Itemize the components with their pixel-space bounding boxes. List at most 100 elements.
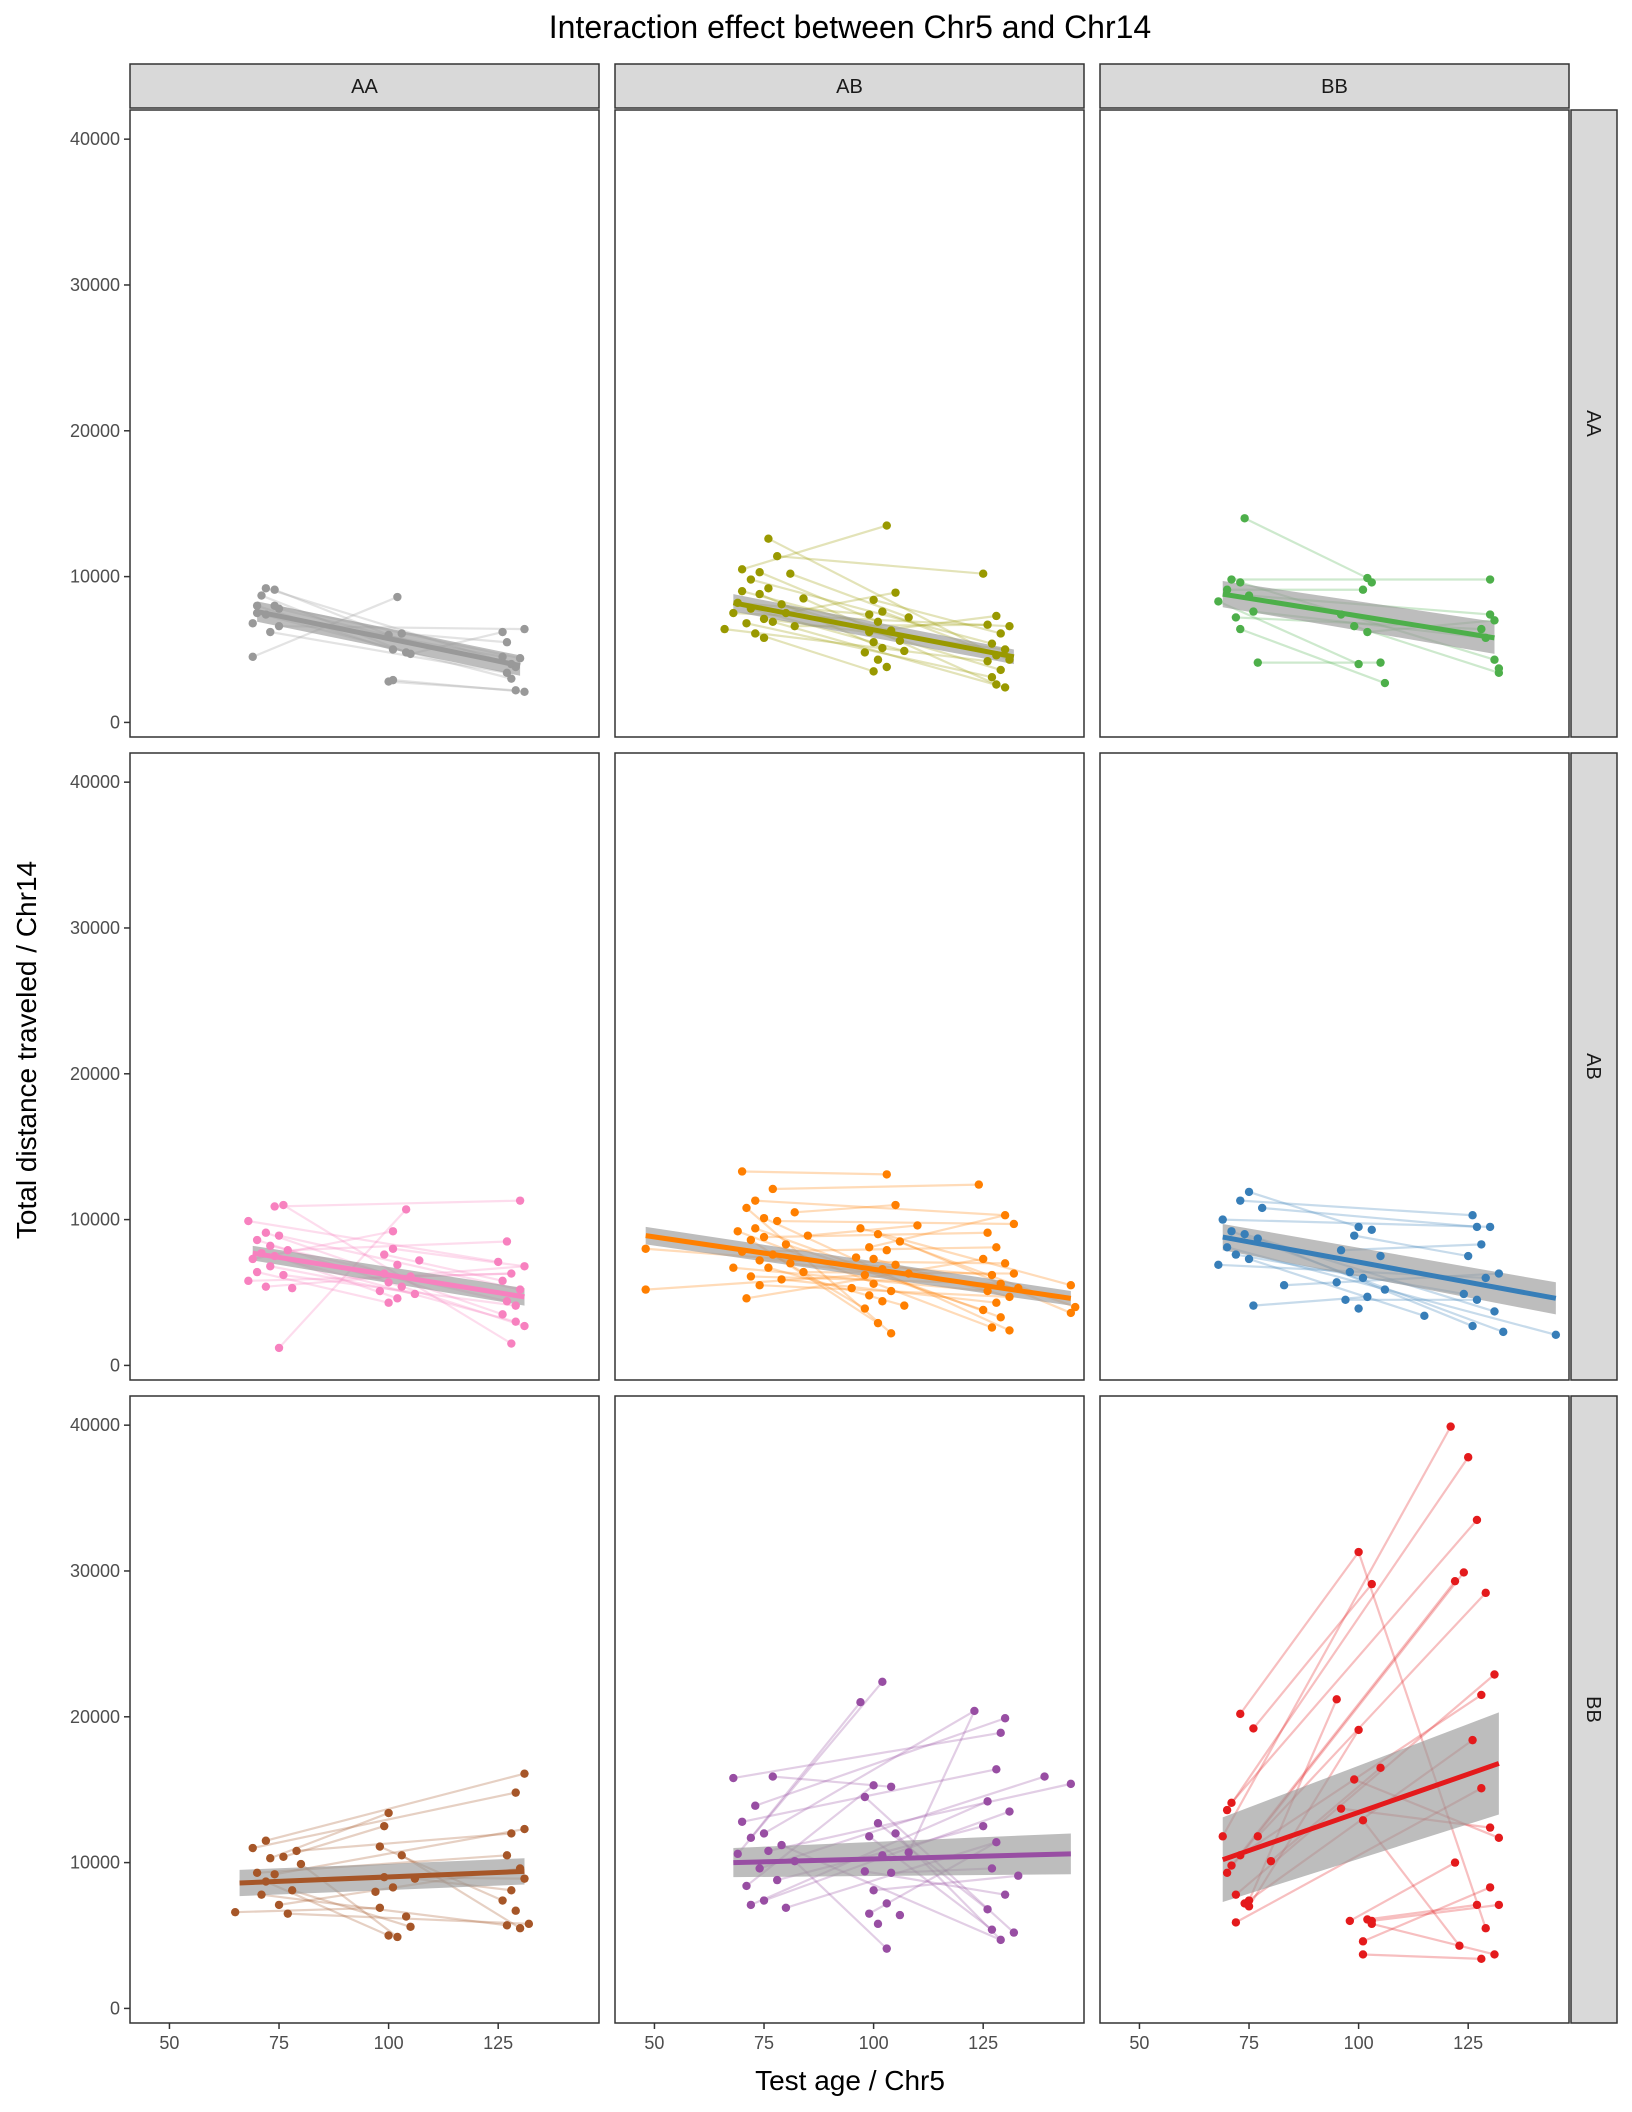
data-point <box>996 1313 1005 1322</box>
data-point <box>987 1925 997 1934</box>
data-point <box>1005 1326 1014 1335</box>
data-point <box>1450 1858 1460 1867</box>
data-points <box>729 1677 1076 1953</box>
data-point <box>987 639 997 648</box>
data-point <box>882 1899 891 1908</box>
data-point <box>873 1919 883 1929</box>
data-point <box>978 569 988 578</box>
data-point <box>1253 658 1262 667</box>
data-point <box>1240 1229 1249 1239</box>
data-point <box>1354 1222 1363 1232</box>
data-point <box>1354 1547 1363 1557</box>
trajectory-line <box>741 524 888 571</box>
data-point <box>746 1833 756 1843</box>
data-point <box>261 1836 271 1845</box>
row-strip-bg <box>1570 109 1618 738</box>
trajectory-line <box>1357 1551 1487 1929</box>
data-point <box>983 620 992 629</box>
data-point <box>515 1924 525 1933</box>
data-point <box>1358 1273 1368 1283</box>
data-point <box>1222 1805 1232 1815</box>
data-point <box>1066 1308 1076 1318</box>
data-point <box>1227 1798 1236 1808</box>
data-point <box>1244 1896 1254 1905</box>
panel-background <box>615 1396 1084 2023</box>
data-point <box>1481 1924 1490 1933</box>
trajectory-line <box>1221 1426 1452 1837</box>
data-point <box>1494 1900 1504 1910</box>
trajectory-line <box>1230 1519 1478 1804</box>
data-point <box>498 1276 507 1286</box>
data-point <box>375 1842 385 1851</box>
data-point <box>279 1200 288 1210</box>
data-point <box>860 1270 870 1280</box>
data-point <box>1005 1292 1014 1302</box>
data-point <box>1463 1453 1473 1462</box>
data-point <box>1363 1292 1372 1302</box>
row-strip-aa: AA <box>1570 109 1618 738</box>
data-point <box>1000 1890 1010 1899</box>
data-point <box>1494 1833 1504 1843</box>
data-point <box>751 1196 760 1205</box>
y-tick-label: 30000 <box>70 275 120 295</box>
trajectory-line <box>291 1889 411 1928</box>
data-point <box>1468 1211 1477 1220</box>
data-point <box>1066 1281 1076 1290</box>
data-point <box>1472 1515 1482 1525</box>
data-point <box>737 565 747 574</box>
data-point <box>751 629 760 638</box>
data-point <box>266 1262 275 1271</box>
data-point <box>873 1318 883 1328</box>
data-point <box>781 1903 791 1913</box>
data-point <box>895 636 905 645</box>
panel-background <box>1100 1396 1569 2023</box>
data-point <box>1227 1227 1236 1236</box>
data-point <box>759 633 769 643</box>
trajectory-line <box>789 572 910 619</box>
data-point <box>401 1912 411 1921</box>
trajectory-line <box>1248 1190 1359 1228</box>
x-tick-label: 125 <box>483 2033 513 2053</box>
trajectory-line <box>777 1219 1014 1226</box>
data-point <box>507 1886 516 1895</box>
data-point <box>384 1298 393 1307</box>
data-point <box>1420 1311 1429 1321</box>
data-point <box>406 1922 415 1931</box>
trajectory-line <box>1362 1953 1482 1960</box>
row-strip-label: BB <box>1582 1696 1604 1723</box>
data-point <box>755 1256 764 1265</box>
data-point <box>746 1900 756 1910</box>
data-point <box>380 1821 389 1831</box>
data-point <box>764 534 773 543</box>
data-point <box>882 662 891 672</box>
data-point <box>380 1250 389 1259</box>
data-point <box>733 1849 742 1859</box>
data-point <box>1358 585 1368 594</box>
trajectory-line <box>742 1170 887 1176</box>
data-point <box>397 1282 406 1291</box>
trajectory-line <box>873 598 1002 635</box>
trajectory-line <box>768 1782 1072 1853</box>
y-tick-label: 0 <box>110 1355 120 1375</box>
data-point <box>1363 627 1372 637</box>
data-point <box>729 608 738 618</box>
data-point <box>1367 1225 1376 1235</box>
data-point <box>375 1286 385 1296</box>
trajectory-line <box>645 1273 865 1291</box>
data-point <box>393 1260 402 1270</box>
trajectory-line <box>724 628 988 663</box>
data-point <box>983 1286 992 1296</box>
data-point <box>493 1257 503 1267</box>
data-point <box>261 1228 271 1237</box>
row-strip-label: AA <box>1582 410 1604 437</box>
x-tick-label: 50 <box>159 2033 179 2053</box>
panel-border <box>614 752 1085 1381</box>
data-point <box>799 594 808 603</box>
data-point <box>1380 1285 1390 1294</box>
data-point <box>384 1808 393 1818</box>
data-point <box>1485 1823 1495 1832</box>
y-axis-title: Total distance traveled / Chr14 <box>11 861 42 1239</box>
regression-line <box>645 1233 1072 1301</box>
data-point <box>1358 1950 1368 1959</box>
regression-line <box>1221 1761 1500 1863</box>
